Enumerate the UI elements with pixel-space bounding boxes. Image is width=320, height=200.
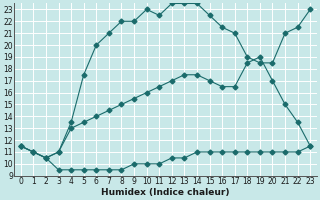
- X-axis label: Humidex (Indice chaleur): Humidex (Indice chaleur): [101, 188, 230, 197]
